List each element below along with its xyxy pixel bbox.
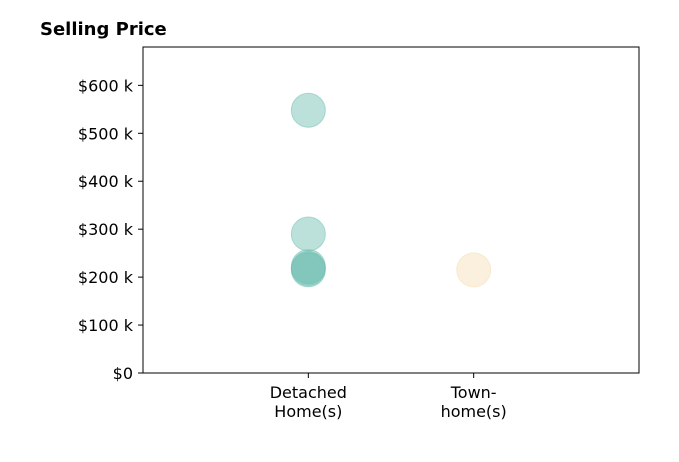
x-tick-label: Detached Home(s) — [270, 383, 347, 421]
chart-title: Selling Price — [40, 19, 167, 40]
y-tick-label: $300 k — [78, 220, 134, 239]
y-tick-label: $400 k — [78, 172, 134, 191]
plot-area-frame — [142, 46, 640, 374]
data-point — [290, 92, 326, 128]
y-tick-label: $0 — [113, 364, 133, 383]
y-axis: $0 $100 k $200 k $300 k $400 k $500 k $600 k — [78, 76, 143, 383]
data-point — [290, 216, 326, 252]
y-tick-label: $600 k — [78, 76, 134, 95]
y-tick-label: $500 k — [78, 124, 134, 143]
data-point — [456, 252, 492, 288]
y-tick-label: $200 k — [78, 268, 134, 287]
x-tick-label: Town-home(s) — [441, 383, 507, 421]
y-tick-label: $100 k — [78, 316, 134, 335]
data-point — [290, 252, 326, 288]
x-axis: Detached Home(s) Town-home(s) — [270, 373, 507, 421]
plot-marks — [290, 92, 492, 288]
